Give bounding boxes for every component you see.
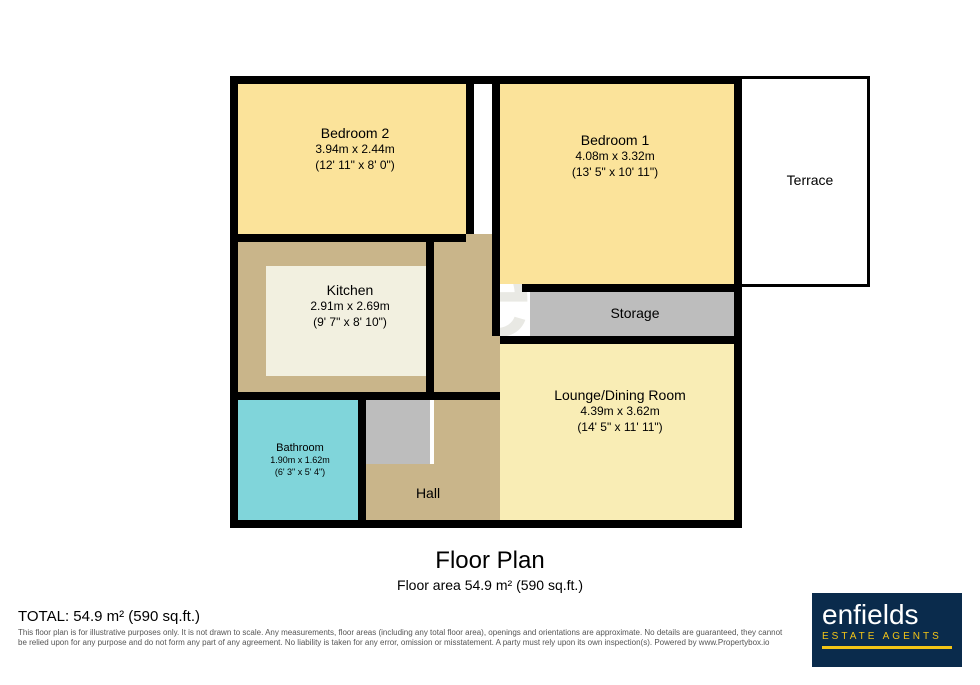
label-lounge: Lounge/Dining Room 4.39m x 3.62m (14' 5"…	[520, 386, 720, 435]
label-bedroom2: Bedroom 2 3.94m x 2.44m (12' 11" x 8' 0"…	[285, 124, 425, 173]
label-bathroom: Bathroom 1.90m x 1.62m (6' 3" x 5' 4")	[250, 441, 350, 479]
wall-inner	[522, 284, 734, 292]
wall-inner	[358, 400, 366, 520]
label-storage: Storage	[590, 304, 680, 322]
wall-inner	[426, 242, 434, 392]
wall-inner	[238, 392, 500, 400]
plan-subtitle: Floor area 54.9 m² (590 sq.ft.)	[0, 577, 980, 593]
room-corridor	[434, 234, 500, 464]
wall-terrace	[867, 76, 870, 287]
total-area: TOTAL: 54.9 m² (590 sq.ft.)	[18, 608, 200, 625]
room-bedroom1	[500, 84, 734, 284]
label-terrace: Terrace	[770, 171, 850, 189]
plan-title-text: Floor Plan	[0, 547, 980, 575]
label-bedroom1: Bedroom 1 4.08m x 3.32m (13' 5" x 10' 11…	[535, 131, 695, 180]
wall-outer	[230, 520, 742, 528]
plan: Bedroom 2 3.94m x 2.44m (12' 11" x 8' 0"…	[230, 76, 870, 536]
logo-underline	[822, 646, 952, 649]
floorplan-canvas: enfields ESTATE AGENTS	[0, 0, 980, 685]
wall-inner	[466, 84, 474, 234]
disclaimer: This floor plan is for illustrative purp…	[18, 628, 790, 648]
wall-outer	[734, 76, 742, 528]
logo-sub: ESTATE AGENTS	[822, 631, 952, 642]
room-hall-grey	[366, 400, 430, 464]
wall-terrace	[742, 284, 870, 287]
wall-outer	[230, 76, 238, 528]
wall-inner	[238, 234, 466, 242]
wall-inner	[492, 84, 500, 336]
label-kitchen: Kitchen 2.91m x 2.69m (9' 7" x 8' 10")	[290, 281, 410, 330]
wall-terrace	[742, 76, 870, 79]
plan-title: Floor Plan Floor area 54.9 m² (590 sq.ft…	[0, 547, 980, 593]
wall-inner	[500, 336, 734, 344]
wall-outer	[230, 76, 742, 84]
label-hall: Hall	[398, 484, 458, 502]
logo-brand: enfields	[822, 601, 952, 629]
logo: enfields ESTATE AGENTS	[812, 593, 962, 667]
